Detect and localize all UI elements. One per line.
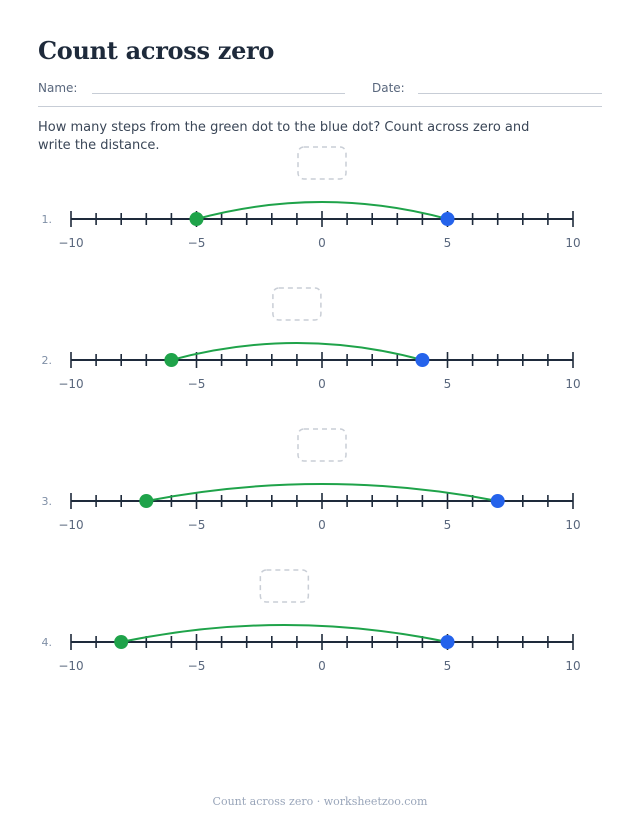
- tick-label: 5: [444, 377, 452, 391]
- tick-label: 5: [444, 236, 452, 250]
- question-number: 3.: [42, 495, 53, 508]
- tick-label: 10: [565, 518, 580, 532]
- tick-label: 0: [318, 236, 326, 250]
- footer: Count across zero · worksheetzoo.com: [212, 795, 428, 808]
- date-field[interactable]: [418, 93, 602, 94]
- distance-arc: [146, 483, 498, 502]
- distance-arc: [196, 201, 448, 220]
- question-number: 4.: [42, 636, 53, 649]
- tick-label: −10: [58, 236, 83, 250]
- question-number: 1.: [42, 213, 53, 226]
- tick-label: 5: [444, 518, 452, 532]
- green-dot: [189, 212, 204, 226]
- answer-box[interactable]: [297, 146, 347, 180]
- name-field[interactable]: [92, 93, 345, 94]
- question-number: 2.: [42, 354, 53, 367]
- tick-label: 10: [565, 377, 580, 391]
- blue-dot: [415, 353, 430, 367]
- blue-dot: [440, 212, 455, 226]
- distance-arc: [171, 342, 423, 361]
- tick-label: 0: [318, 377, 326, 391]
- tick-label: 5: [444, 659, 452, 673]
- tick-label: −5: [188, 518, 206, 532]
- tick-label: 10: [565, 659, 580, 673]
- tick-label: 0: [318, 659, 326, 673]
- tick-label: −10: [58, 377, 83, 391]
- distance-arc: [120, 624, 448, 643]
- answer-box[interactable]: [259, 569, 310, 603]
- page-title: Count across zero: [38, 36, 275, 65]
- tick-label: −5: [188, 236, 206, 250]
- tick-label: −10: [58, 518, 83, 532]
- green-dot: [114, 635, 129, 649]
- blue-dot: [440, 635, 455, 649]
- answer-box[interactable]: [297, 428, 347, 462]
- tick-label: −10: [58, 659, 83, 673]
- tick-label: 10: [565, 236, 580, 250]
- tick-label: 0: [318, 518, 326, 532]
- tick-label: −5: [188, 377, 206, 391]
- answer-box[interactable]: [272, 287, 322, 321]
- green-dot: [139, 494, 154, 508]
- date-label: Date:: [372, 81, 405, 95]
- green-dot: [164, 353, 179, 367]
- header-divider: [38, 106, 602, 107]
- tick-label: −5: [188, 659, 206, 673]
- name-label: Name:: [38, 81, 78, 95]
- blue-dot: [490, 494, 505, 508]
- instructions: How many steps from the green dot to the…: [38, 120, 530, 153]
